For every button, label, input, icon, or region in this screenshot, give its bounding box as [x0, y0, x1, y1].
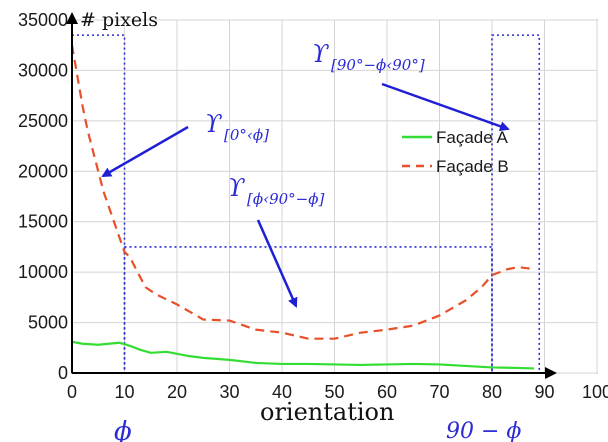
y-tick-label: 5000	[28, 313, 68, 333]
tick-labels: 0 5000 10000 15000 20000 25000 30000 35000 0 10 20…	[18, 10, 608, 402]
svg-text:ϒ: ϒ	[312, 40, 329, 68]
x-tick-label: 20	[167, 382, 187, 402]
x-tick-label: 10	[114, 382, 134, 402]
arrow-right-region	[381, 82, 510, 132]
x-tick-label: 70	[429, 382, 449, 402]
series-line-facade-a	[71, 340, 535, 370]
svg-text:[0°‹ϕ]: [0°‹ϕ]	[224, 126, 269, 144]
x-tick-label: 40	[272, 382, 292, 402]
x-tick-label: 90	[534, 382, 554, 402]
series-line-facade-b	[70, 45, 535, 340]
y-tick-label: 30000	[18, 60, 68, 80]
y-axis-label: # pixels	[80, 9, 158, 31]
y-tick-label: 0	[58, 363, 68, 383]
x-tick-label: 80	[482, 382, 502, 402]
region-label-right: ϒ [90°−ϕ‹90°]	[312, 40, 425, 74]
legend: Façade A Façade B	[402, 128, 509, 176]
x-tick-label: 60	[377, 382, 397, 402]
legend-label-facade-a: Façade A	[436, 128, 508, 147]
svg-text:ϒ: ϒ	[228, 174, 245, 202]
region-label-middle: ϒ [ϕ‹90°−ϕ]	[228, 174, 324, 208]
x-axis-label: orientation	[260, 398, 394, 426]
ninety-minus-phi-marker-label: 90 − ϕ	[446, 419, 521, 442]
series-lines	[70, 45, 535, 370]
svg-text:[ϕ‹90°−ϕ]: [ϕ‹90°−ϕ]	[247, 190, 324, 208]
phi-marker-label: ϕ	[114, 417, 132, 442]
x-tick-label: 100	[582, 382, 608, 402]
svg-text:[90°−ϕ‹90°]: [90°−ϕ‹90°]	[331, 56, 425, 74]
x-tick-label: 30	[219, 382, 239, 402]
legend-label-facade-b: Façade B	[436, 157, 509, 176]
region-box-2	[491, 34, 541, 374]
region-label-left: ϒ [0°‹ϕ]	[205, 110, 269, 144]
y-tick-label: 10000	[18, 262, 68, 282]
y-tick-label: 15000	[18, 212, 68, 232]
svg-text:ϒ: ϒ	[205, 110, 222, 138]
x-tick-label: 0	[67, 382, 77, 402]
arrow-middle-region	[256, 219, 298, 308]
y-tick-label: 25000	[18, 111, 68, 131]
y-tick-label: 20000	[18, 161, 68, 181]
y-tick-label: 35000	[18, 10, 68, 30]
arrow-left-region	[101, 125, 189, 178]
x-tick-label: 50	[324, 382, 344, 402]
